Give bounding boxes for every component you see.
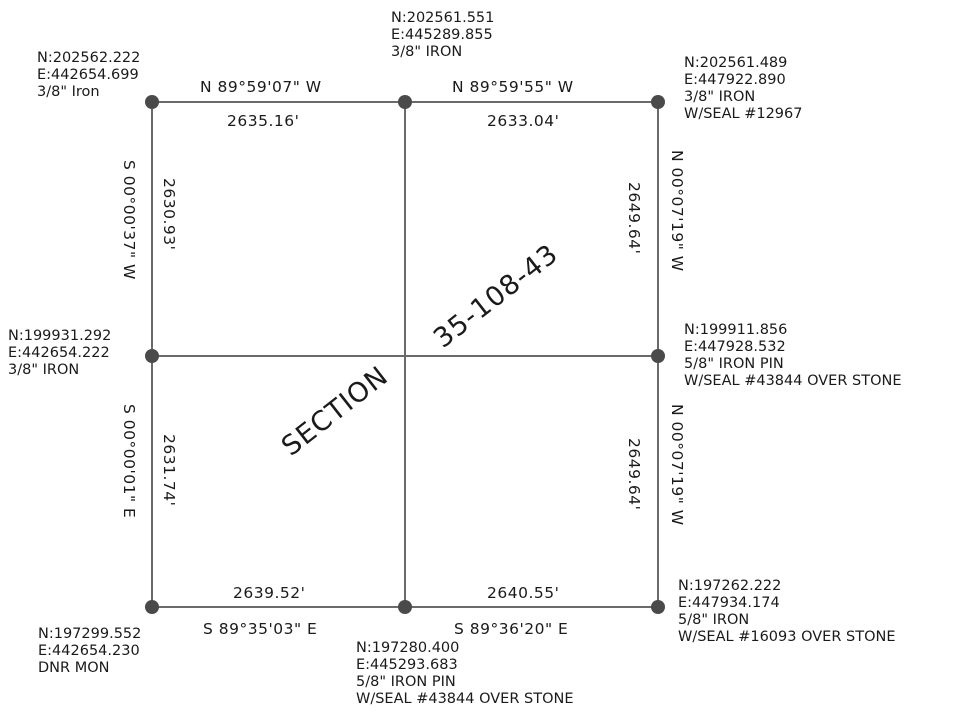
north-west-distance: 2635.16' [227,112,300,130]
corner-se-easting: E:447934.174 [678,595,780,611]
corner-sw-label: N:197299.552 E:442654.230 DNR MON [38,626,141,677]
east-north-distance: 2649.64' [625,182,643,255]
monument-ne [651,95,665,109]
east-south-bearing: N 00°07'19" W [668,404,686,526]
corner-sc-desc: 5/8" IRON PIN [356,674,456,690]
monument-sc [398,600,412,614]
west-north-bearing: S 00°00'37" W [120,160,138,280]
corner-ne-northing: N:202561.489 [684,55,788,71]
north-east-bearing: N 89°59'55" W [452,78,574,96]
south-west-distance: 2639.52' [233,584,306,602]
corner-sw-easting: E:442654.230 [38,643,140,659]
north-east-distance: 2633.04' [487,112,560,130]
corner-se-seal: W/SEAL #16093 OVER STONE [678,629,896,645]
corner-wc-desc: 3/8" IRON [8,362,80,378]
monument-wc [145,349,159,363]
corner-ne-easting: E:447922.890 [684,72,786,88]
north-west-bearing: N 89°59'07" W [200,78,322,96]
corner-se-label: N:197262.222 E:447934.174 5/8" IRON W/SE… [678,578,896,646]
corner-nw-label: N:202562.222 E:442654.699 3/8" Iron [37,50,140,101]
monument-ec [651,349,665,363]
corner-sc-easting: E:445293.683 [356,657,458,673]
monument-se [651,600,665,614]
quarter-line-vertical [404,102,406,607]
south-east-distance: 2640.55' [487,584,560,602]
corner-ec-desc: 5/8" IRON PIN [684,356,784,372]
east-north-bearing: N 00°07'19" W [668,150,686,272]
corner-nw-easting: E:442654.699 [37,67,139,83]
corner-sc-label: N:197280.400 E:445293.683 5/8" IRON PIN … [356,640,574,708]
monument-nw [145,95,159,109]
corner-ec-northing: N:199911.856 [684,322,788,338]
west-south-distance: 2631.74' [160,434,178,507]
corner-nw-northing: N:202562.222 [37,50,141,66]
corner-nw-desc: 3/8" Iron [37,84,100,100]
corner-ec-seal: W/SEAL #43844 OVER STONE [684,373,902,389]
corner-nc-desc: 3/8" IRON [391,44,463,60]
corner-wc-northing: N:199931.292 [8,328,112,344]
corner-sc-seal: W/SEAL #43844 OVER STONE [356,691,574,707]
west-north-distance: 2630.93' [160,178,178,251]
monument-nc [398,95,412,109]
corner-nc-label: N:202561.551 E:445289.855 3/8" IRON [391,10,494,61]
corner-ne-label: N:202561.489 E:447922.890 3/8" IRON W/SE… [684,55,802,123]
corner-se-desc: 5/8" IRON [678,612,750,628]
corner-sc-northing: N:197280.400 [356,640,460,656]
corner-ne-desc: 3/8" IRON [684,89,756,105]
corner-ec-easting: E:447928.532 [684,339,786,355]
south-west-bearing: S 89°35'03" E [203,620,318,638]
corner-wc-label: N:199931.292 E:442654.222 3/8" IRON [8,328,111,379]
section-number: 35-108-43 [428,238,565,355]
section-word: SECTION [276,360,395,463]
corner-nc-easting: E:445289.855 [391,27,493,43]
west-south-bearing: S 00°00'01" E [120,404,138,519]
corner-ne-seal: W/SEAL #12967 [684,106,803,122]
east-south-distance: 2649.64' [625,438,643,511]
corner-wc-easting: E:442654.222 [8,345,110,361]
corner-nc-northing: N:202561.551 [391,10,495,26]
corner-sw-desc: DNR MON [38,660,110,676]
corner-se-northing: N:197262.222 [678,578,782,594]
corner-sw-northing: N:197299.552 [38,626,142,642]
south-east-bearing: S 89°36'20" E [454,620,569,638]
monument-sw [145,600,159,614]
corner-ec-label: N:199911.856 E:447928.532 5/8" IRON PIN … [684,322,902,390]
